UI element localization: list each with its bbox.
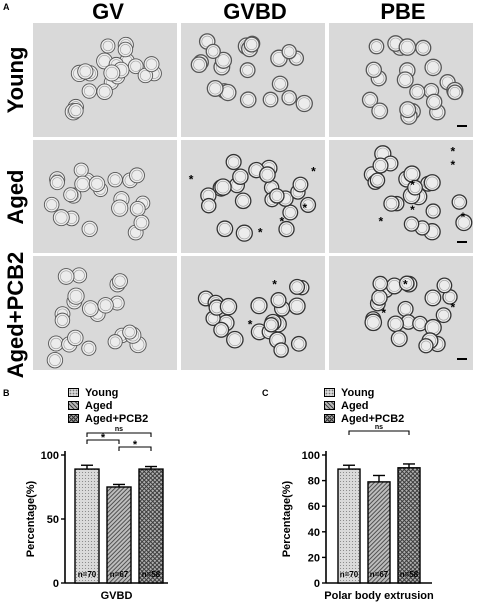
micrograph-aged-gv (33, 140, 177, 253)
swatch-aged-pcb2 (324, 414, 335, 423)
y-tick-label: 0 (314, 578, 320, 590)
micrograph-aged-pcb2-gv (33, 256, 177, 370)
column-header-pbe: PBE (380, 0, 426, 24)
y-tick-label: 40 (308, 527, 320, 539)
y-tick-label: 50 (47, 514, 59, 526)
asterisk-mark: * (461, 210, 466, 224)
legend-item-aged: Aged (68, 399, 148, 412)
asterisk-mark: * (311, 165, 316, 179)
bar-aged-pcb2 (397, 467, 421, 584)
asterisk-mark: * (381, 306, 386, 320)
chart-polar-body-extrusion: 0 20 40 60 80 100 Percentage(%) n=70 n=67 n=58 ns P… (258, 420, 480, 606)
y-tick-label: 80 (308, 476, 320, 488)
y-tick-label: 20 (308, 552, 320, 564)
asterisk-mark: * (410, 178, 415, 192)
y-tick-label: 60 (308, 501, 320, 513)
asterisk-mark: * (258, 226, 263, 240)
swatch-young (324, 388, 335, 397)
micrograph-young-gv (33, 23, 177, 137)
y-tick-label: 0 (53, 578, 59, 590)
column-header-gv: GV (92, 0, 124, 24)
bar-aged-pcb2 (138, 468, 164, 584)
row-header-aged-pcb2: Aged+PCB2 (3, 251, 28, 379)
asterisk-mark: * (272, 278, 277, 292)
significance-label: * (101, 432, 106, 444)
micrograph-aged-pcb2-pbe: * * * (329, 256, 473, 370)
legend-b: Young Aged Aged+PCB2 (68, 386, 148, 425)
y-axis-label: Percentage(%) (25, 480, 37, 557)
significance-label: * (133, 439, 138, 451)
micrograph-young-pbe (329, 23, 473, 137)
micrograph-aged-pbe: * * * * * * (329, 140, 473, 253)
swatch-aged (324, 401, 335, 410)
scale-bar (457, 358, 467, 360)
bar-aged (106, 486, 132, 584)
row-header-young: Young (3, 46, 28, 114)
asterisk-mark: * (248, 317, 253, 331)
bar-sample-size: n=67 (370, 570, 389, 579)
legend-item-young: Young (324, 386, 404, 399)
legend-item-young: Young (68, 386, 148, 399)
scale-bar (457, 241, 467, 243)
bar-sample-size: n=58 (142, 570, 161, 579)
x-axis-label: GVBD (101, 590, 133, 602)
asterisk-mark: * (451, 144, 456, 158)
legend-c: Young Aged Aged+PCB2 (324, 386, 404, 425)
column-header-gvbd: GVBD (223, 0, 287, 24)
significance-label: ns (115, 426, 123, 433)
significance-label: ns (375, 424, 383, 431)
significance-bracket (348, 430, 410, 435)
legend-item-aged: Aged (324, 399, 404, 412)
micrograph-young-gvbd (181, 23, 325, 137)
swatch-aged-pcb2 (68, 414, 79, 423)
panel-c-letter: C (262, 388, 269, 398)
panel-b-letter: B (3, 388, 10, 398)
bar-aged (367, 481, 391, 584)
significance-bracket (118, 446, 152, 451)
panel-a-letter: A (3, 2, 10, 12)
asterisk-mark: * (303, 201, 308, 215)
swatch-young (68, 388, 79, 397)
bar-young (337, 468, 361, 584)
bar-sample-size: n=58 (400, 570, 419, 579)
asterisk-mark: * (189, 173, 194, 187)
swatch-aged (68, 401, 79, 410)
bar-sample-size: n=70 (340, 570, 359, 579)
asterisk-mark: * (379, 214, 384, 228)
legend-item-aged-pcb2: Aged+PCB2 (324, 412, 404, 425)
y-tick-label: 100 (302, 450, 320, 462)
chart-gvbd: 0 50 100 Percentage(%) n=70 n=67 n=58 ns * * GVBD (0, 420, 220, 606)
bar-young (74, 468, 100, 584)
bar-sample-size: n=70 (78, 570, 97, 579)
micrograph-aged-pcb2-gvbd: * * (181, 256, 325, 370)
row-header-aged: Aged (3, 169, 28, 225)
x-axis-label: Polar body extrusion (324, 590, 434, 602)
asterisk-mark: * (410, 203, 415, 217)
bar-sample-size: n=67 (110, 570, 129, 579)
legend-item-aged-pcb2: Aged+PCB2 (68, 412, 148, 425)
asterisk-mark: * (451, 300, 456, 314)
significance-bracket (86, 432, 152, 437)
scale-bar (457, 125, 467, 127)
asterisk-mark: * (403, 278, 408, 292)
bar-chart: 0 20 40 60 80 100 Percentage(%) n=70 n=67 n=58 ns P… (281, 424, 434, 602)
y-axis-label: Percentage(%) (281, 480, 293, 557)
bar-chart: 0 50 100 Percentage(%) n=70 n=67 n=58 ns * * GVBD (25, 426, 168, 602)
significance-bracket (86, 439, 120, 444)
asterisk-mark: * (279, 214, 284, 228)
y-tick-label: 100 (41, 450, 59, 462)
asterisk-mark: * (451, 158, 456, 172)
micrograph-aged-gvbd: * * * * * (181, 140, 325, 253)
